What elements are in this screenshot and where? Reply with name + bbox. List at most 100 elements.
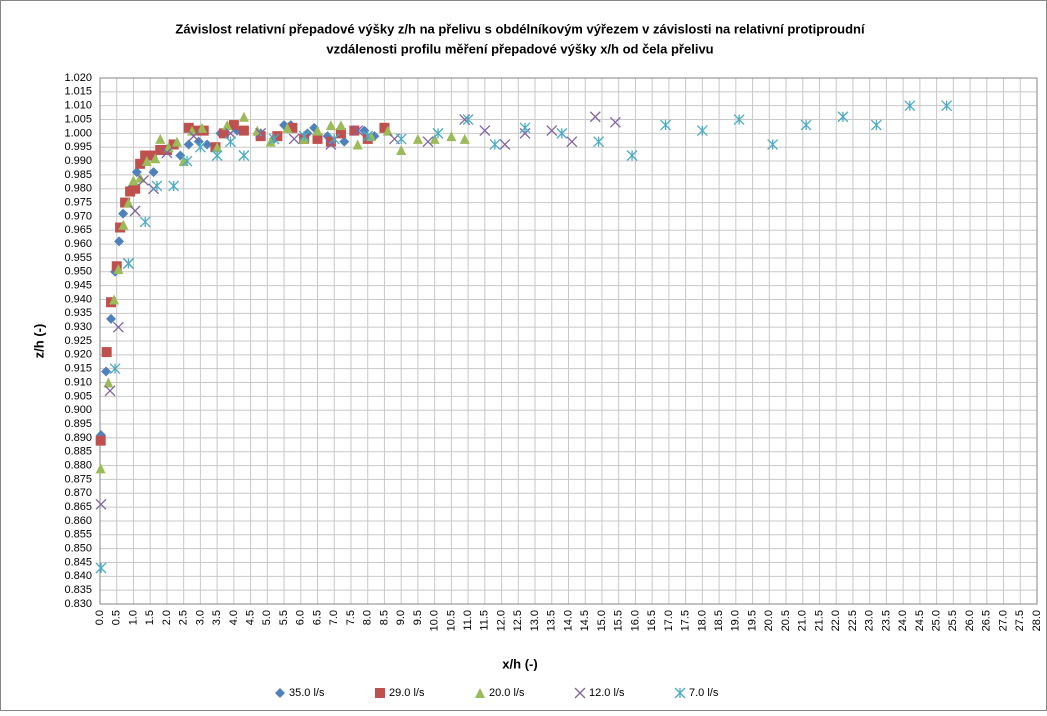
y-tick-label: 0.920	[64, 349, 92, 361]
marker-triangle	[123, 197, 134, 208]
x-tick-label: 9.0	[395, 610, 407, 625]
marker-triangle	[212, 142, 223, 153]
marker-star	[109, 363, 121, 375]
x-tick-label: 17.0	[663, 610, 675, 631]
legend-label: 29.0 l/s	[389, 687, 425, 699]
x-tick-label: 9.5	[412, 610, 424, 625]
marker-x	[609, 116, 621, 128]
y-tick-label: 1.000	[64, 127, 92, 139]
y-tick-label: 0.930	[64, 321, 92, 333]
x-tick-label: 6.5	[311, 610, 323, 625]
marker-triangle	[238, 111, 249, 122]
x-tick-label: 3.0	[194, 610, 206, 625]
marker-x	[188, 130, 200, 142]
y-tick-label: 0.975	[64, 196, 92, 208]
marker-star	[362, 130, 374, 142]
marker-triangle	[396, 144, 407, 155]
marker-triangle	[178, 156, 189, 167]
x-tick-label: 15.0	[596, 610, 608, 631]
y-tick-label: 0.830	[64, 598, 92, 610]
marker-star	[395, 133, 407, 145]
marker-x	[422, 136, 434, 148]
marker-square	[312, 133, 323, 144]
marker-star	[298, 130, 310, 142]
x-tick-label: 6.0	[295, 610, 307, 625]
marker-square	[375, 688, 385, 698]
x-tick-label: 26.5	[981, 610, 993, 631]
marker-star	[432, 127, 444, 139]
marker-x	[161, 147, 173, 159]
marker-diamond	[101, 366, 112, 377]
marker-square	[140, 150, 151, 161]
marker-x	[112, 321, 124, 333]
y-tick-label: 0.840	[64, 570, 92, 582]
marker-star	[674, 687, 686, 699]
x-tick-label: 23.5	[880, 610, 892, 631]
marker-star	[194, 141, 206, 153]
marker-star	[904, 100, 916, 112]
marker-square	[349, 125, 360, 136]
y-tick-label: 0.910	[64, 376, 92, 388]
marker-x	[95, 498, 107, 510]
y-tick-label: 0.985	[64, 169, 92, 181]
y-tick-label: 0.970	[64, 210, 92, 222]
marker-triangle	[150, 153, 161, 164]
x-tick-label: 12.5	[512, 610, 524, 631]
marker-star	[556, 127, 568, 139]
legend-label: 12.0 l/s	[589, 687, 625, 699]
marker-square	[238, 125, 249, 136]
marker-square	[95, 435, 106, 446]
marker-triangle	[118, 219, 129, 230]
x-tick-label: 19.0	[730, 610, 742, 631]
marker-star	[211, 150, 223, 161]
y-tick-label: 0.835	[64, 584, 92, 596]
y-tick-label: 0.935	[64, 307, 92, 319]
marker-x	[574, 687, 586, 699]
marker-triangle	[412, 133, 423, 144]
marker-star	[767, 138, 779, 150]
x-tick-label: 20.0	[763, 610, 775, 631]
y-tick-label: 0.980	[64, 183, 92, 195]
x-tick-label: 14.0	[562, 610, 574, 631]
y-tick-label: 0.865	[64, 501, 92, 513]
x-tick-label: 10.5	[445, 610, 457, 631]
marker-x	[352, 125, 364, 137]
marker-square	[335, 128, 346, 139]
x-tick-label: 16.0	[629, 610, 641, 631]
marker-diamond	[114, 236, 125, 247]
marker-triangle	[171, 136, 182, 147]
marker-diamond	[183, 139, 194, 150]
x-tick-label: 18.5	[713, 610, 725, 631]
marker-triangle	[163, 142, 174, 153]
x-tick-label: 25.0	[931, 610, 943, 631]
x-tick-label: 16.5	[646, 610, 658, 631]
x-tick-label: 4.5	[244, 610, 256, 625]
marker-x	[519, 127, 531, 139]
marker-star	[95, 562, 107, 574]
x-tick-label: 4.0	[228, 610, 240, 625]
marker-star	[168, 180, 180, 192]
x-tick-label: 8.0	[362, 610, 374, 625]
x-tick-label: 13.5	[546, 610, 558, 631]
y-tick-label: 1.020	[64, 72, 92, 84]
y-tick-label: 0.960	[64, 238, 92, 250]
x-tick-label: 21.5	[813, 610, 825, 631]
x-tick-label: 11.0	[462, 610, 474, 631]
y-tick-label: 0.880	[64, 459, 92, 471]
marker-x	[225, 127, 236, 139]
marker-star	[268, 133, 280, 145]
x-tick-label: 26.0	[964, 610, 976, 631]
y-tick-label: 0.875	[64, 473, 92, 485]
marker-triangle	[128, 175, 139, 186]
x-tick-label: 15.5	[613, 610, 625, 631]
marker-x	[589, 111, 601, 123]
legend-label: 20.0 l/s	[489, 687, 525, 699]
plot-frame	[99, 77, 1038, 605]
marker-x	[129, 205, 141, 217]
marker-triangle	[325, 120, 336, 131]
marker-diamond	[339, 136, 350, 147]
marker-square	[379, 122, 390, 133]
marker-triangle	[352, 139, 363, 150]
marker-x	[288, 133, 300, 145]
marker-square	[111, 261, 122, 272]
